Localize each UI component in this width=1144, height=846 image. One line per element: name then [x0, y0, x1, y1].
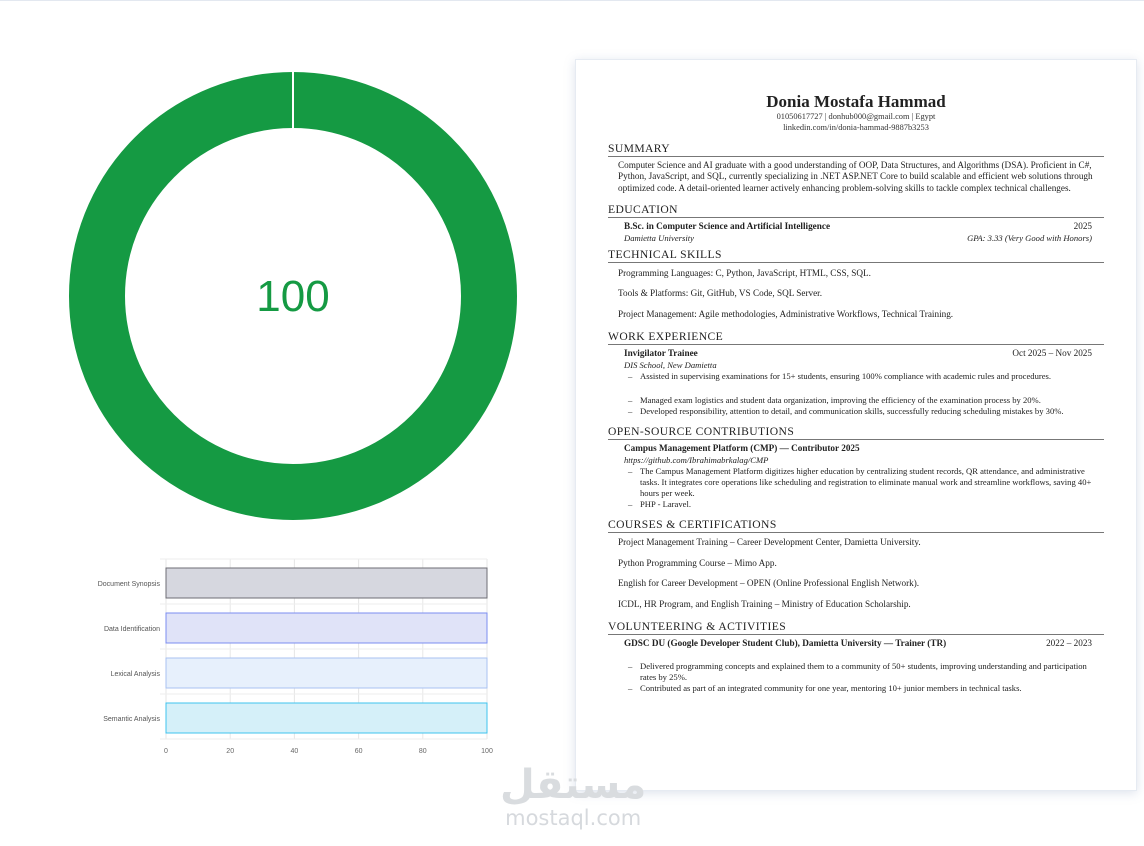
category-label: Data Identification: [104, 626, 160, 633]
x-tick-label: 40: [291, 748, 299, 755]
summary-text: Computer Science and AI graduate with a …: [618, 160, 1093, 193]
project-bullet: The Campus Management Platform digitizes…: [628, 466, 1104, 498]
job-bullet: Assisted in supervising examinations for…: [628, 371, 1104, 382]
x-tick-label: 100: [481, 748, 493, 755]
course-line: Python Programming Course – Mimo App.: [618, 557, 777, 568]
course-line: Project Management Training – Career Dev…: [618, 537, 921, 548]
gpa: GPA: 3.33 (Very Good with Honors): [967, 232, 1092, 243]
course-line: English for Career Development – OPEN (O…: [618, 578, 920, 589]
job-bullet: Developed responsibility, attention to d…: [628, 406, 1104, 417]
watermark-latin: mostaql.com: [505, 806, 642, 830]
volunteer-bullet: Delivered programming concepts and expla…: [628, 661, 1104, 683]
section-courses: COURSES & CERTIFICATIONS: [608, 518, 1104, 534]
university: Damietta University: [624, 232, 694, 243]
course-line: ICDL, HR Program, and English Training –…: [618, 598, 911, 609]
bar: [165, 657, 488, 689]
x-tick-label: 0: [164, 748, 168, 755]
volunteer-role: GDSC DU (Google Developer Student Club),…: [624, 638, 947, 649]
category-label: Semantic Analysis: [103, 716, 160, 723]
section-volunteering: VOLUNTEERING & ACTIVITIES: [608, 620, 1104, 636]
volunteer-dates: 2022 – 2023: [1046, 638, 1092, 649]
job-title: Invigilator Trainee: [624, 348, 698, 359]
donut-value: 100: [256, 272, 329, 321]
degree: B.Sc. in Computer Science and Artificial…: [624, 221, 831, 232]
analysis-bar-chart: 0 20 40 60 80 100 Document Synopsis Data Identi…: [98, 558, 493, 755]
section-open-source: OPEN-SOURCE CONTRIBUTIONS: [608, 425, 1104, 441]
mostaql-watermark: مستقل mostaql.com: [500, 763, 646, 829]
skill-line: Tools & Platforms: Git, GitHub, VS Code,…: [618, 288, 823, 299]
bar: [165, 612, 488, 644]
bar: [165, 702, 488, 734]
degree-year: 2025: [1073, 221, 1092, 232]
bar: [165, 567, 488, 599]
section-work: WORK EXPERIENCE: [608, 330, 1104, 346]
skill-line: Programming Languages: C, Python, JavaSc…: [618, 268, 871, 279]
resume-document: Donia Mostafa Hammad 01050617727 | donhu…: [575, 59, 1137, 791]
x-tick-label: 20: [226, 748, 234, 755]
project-title: Campus Management Platform (CMP) — Contr…: [624, 443, 860, 454]
category-label: Document Synopsis: [98, 581, 161, 588]
category-label: Lexical Analysis: [111, 671, 161, 678]
contact-line: 01050617727 | donhub000@gmail.com | Egyp…: [776, 112, 936, 121]
section-summary: SUMMARY: [608, 142, 1104, 157]
watermark-arabic: مستقل: [500, 762, 647, 808]
linkedin-link[interactable]: linkedin.com/in/donia-hammad-9887b3253: [783, 122, 929, 132]
job-place: DIS School, New Damietta: [624, 359, 717, 370]
job-dates: Oct 2025 – Nov 2025: [1012, 348, 1092, 359]
skill-line: Project Management: Agile methodologies,…: [618, 308, 954, 319]
project-url[interactable]: https://github.com/Ibrahimabrkalag/CMP: [624, 454, 769, 465]
resume-name: Donia Mostafa Hammad: [766, 92, 946, 111]
score-donut-chart: 100: [69, 71, 517, 520]
section-skills: TECHNICAL SKILLS: [608, 248, 1104, 264]
x-tick-label: 60: [355, 748, 363, 755]
project-bullet: PHP - Laravel.: [628, 499, 1104, 510]
x-tick-label: 80: [419, 748, 427, 755]
job-bullet: Managed exam logistics and student data …: [628, 395, 1104, 406]
section-education: EDUCATION: [608, 203, 1104, 219]
volunteer-bullet: Contributed as part of an integrated com…: [628, 683, 1104, 694]
